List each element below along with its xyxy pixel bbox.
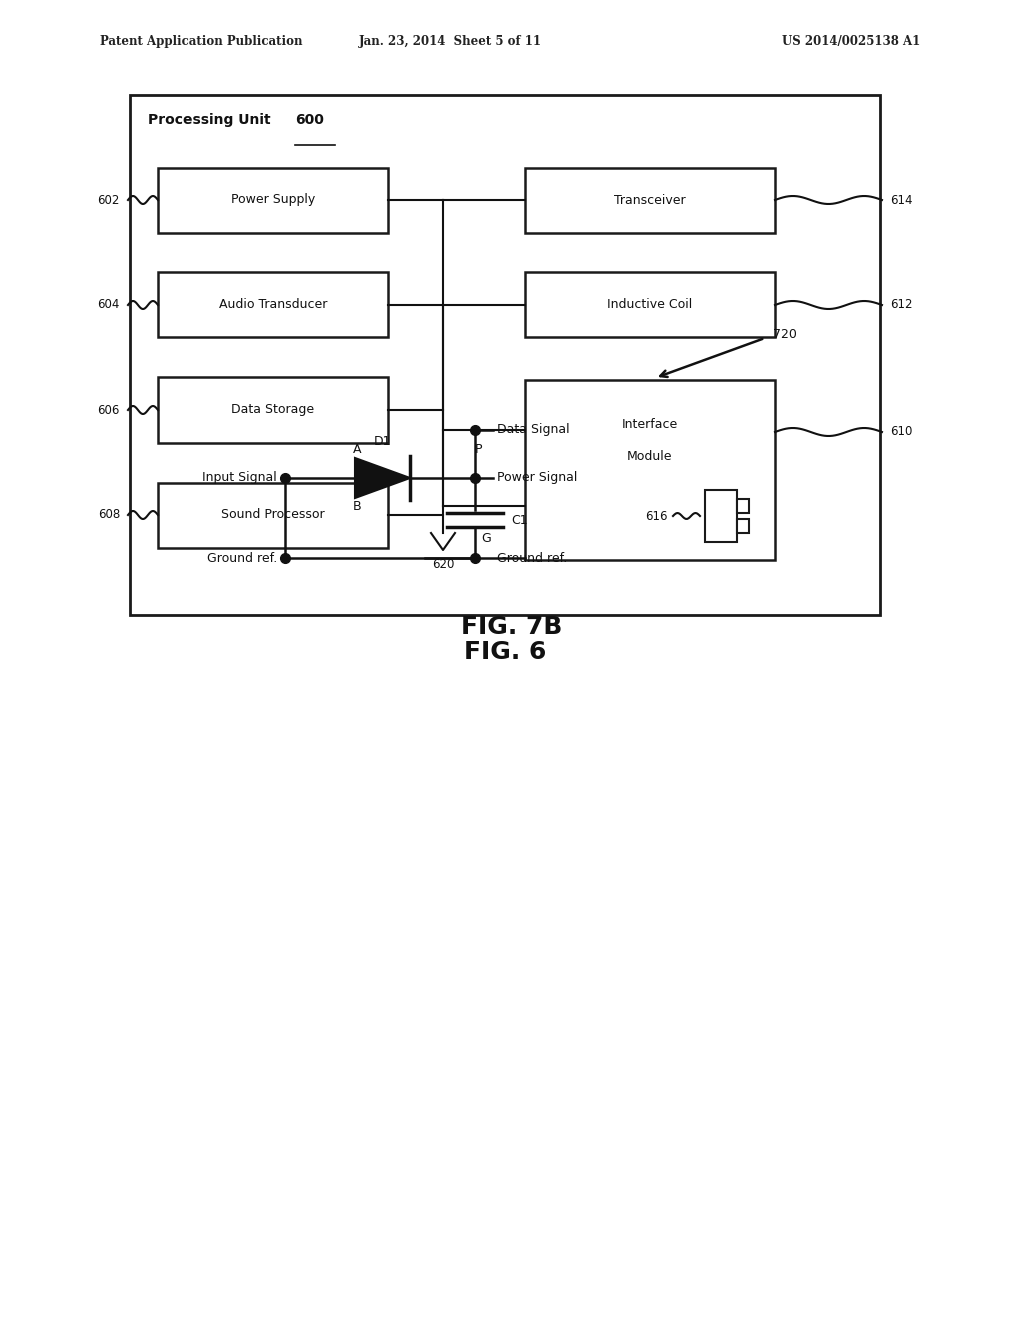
Text: 620: 620 — [432, 558, 455, 572]
Text: A: A — [352, 444, 361, 455]
FancyBboxPatch shape — [737, 519, 749, 533]
Text: US 2014/0025138 A1: US 2014/0025138 A1 — [781, 36, 920, 48]
Text: 616: 616 — [645, 510, 668, 523]
Text: Interface: Interface — [622, 418, 678, 432]
FancyBboxPatch shape — [525, 168, 775, 232]
Polygon shape — [355, 458, 410, 498]
Text: Input Signal: Input Signal — [203, 471, 278, 484]
Text: B: B — [352, 500, 361, 513]
Text: Module: Module — [628, 450, 673, 463]
FancyBboxPatch shape — [158, 483, 388, 548]
Text: G: G — [481, 532, 490, 545]
Text: 608: 608 — [97, 508, 120, 521]
Text: Ground ref.: Ground ref. — [497, 552, 567, 565]
Text: C1: C1 — [511, 513, 527, 527]
FancyBboxPatch shape — [130, 95, 880, 615]
Text: 602: 602 — [97, 194, 120, 206]
Text: 604: 604 — [97, 298, 120, 312]
Text: Jan. 23, 2014  Sheet 5 of 11: Jan. 23, 2014 Sheet 5 of 11 — [358, 36, 542, 48]
Text: Power Supply: Power Supply — [230, 194, 315, 206]
Text: Sound Processor: Sound Processor — [221, 508, 325, 521]
FancyBboxPatch shape — [158, 168, 388, 232]
Text: 606: 606 — [97, 404, 120, 417]
Text: D1: D1 — [374, 436, 391, 447]
FancyBboxPatch shape — [705, 490, 737, 543]
FancyBboxPatch shape — [525, 272, 775, 338]
Text: 720: 720 — [773, 327, 797, 341]
Text: Audio Transducer: Audio Transducer — [219, 298, 328, 312]
Text: FIG. 7B: FIG. 7B — [462, 615, 562, 639]
Text: 614: 614 — [890, 194, 912, 206]
FancyBboxPatch shape — [158, 378, 388, 442]
FancyBboxPatch shape — [158, 272, 388, 338]
Text: 600: 600 — [295, 114, 324, 127]
Text: Power Signal: Power Signal — [497, 471, 578, 484]
Text: 612: 612 — [890, 298, 912, 312]
Text: Data Storage: Data Storage — [231, 404, 314, 417]
Text: Ground ref.: Ground ref. — [207, 552, 278, 565]
FancyBboxPatch shape — [525, 380, 775, 560]
Text: Inductive Coil: Inductive Coil — [607, 298, 692, 312]
Text: 610: 610 — [890, 425, 912, 438]
Text: Patent Application Publication: Patent Application Publication — [100, 36, 302, 48]
FancyBboxPatch shape — [737, 499, 749, 513]
Text: Processing Unit: Processing Unit — [148, 114, 275, 127]
Text: Data Signal: Data Signal — [497, 424, 569, 437]
Text: Transceiver: Transceiver — [614, 194, 686, 206]
Text: P: P — [475, 444, 482, 455]
Text: FIG. 6: FIG. 6 — [464, 640, 546, 664]
